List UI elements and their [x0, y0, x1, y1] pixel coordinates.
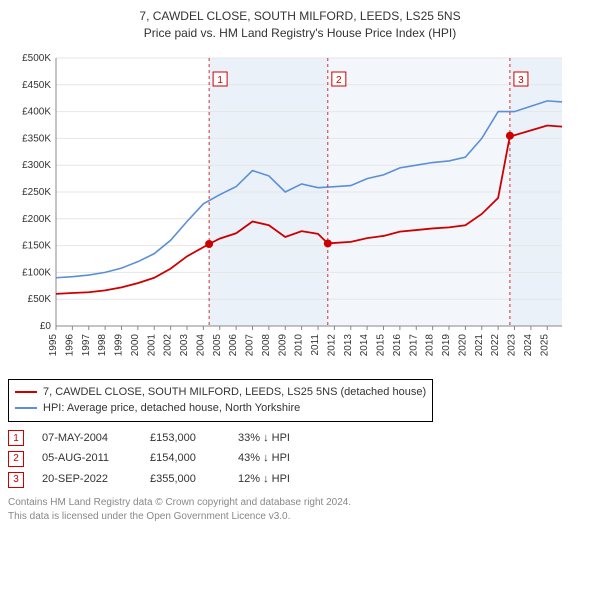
legend-box: 7, CAWDEL CLOSE, SOUTH MILFORD, LEEDS, L…	[8, 379, 433, 422]
svg-text:2005: 2005	[212, 333, 223, 356]
svg-text:£300K: £300K	[22, 160, 51, 171]
marker-delta: 33% ↓ HPI	[238, 428, 290, 449]
svg-text:2020: 2020	[457, 333, 468, 356]
marker-delta: 12% ↓ HPI	[238, 469, 290, 490]
marker-number-icon: 2	[8, 451, 24, 467]
marker-price: £154,000	[150, 448, 220, 469]
svg-text:2008: 2008	[261, 333, 272, 356]
svg-text:£450K: £450K	[22, 79, 51, 90]
svg-text:£100K: £100K	[22, 267, 51, 278]
svg-text:2022: 2022	[490, 333, 501, 356]
svg-text:2010: 2010	[294, 333, 305, 356]
svg-text:2006: 2006	[228, 333, 239, 356]
svg-text:1997: 1997	[81, 333, 92, 356]
svg-text:£500K: £500K	[22, 53, 51, 64]
svg-text:2024: 2024	[523, 333, 534, 356]
svg-text:2021: 2021	[474, 333, 485, 356]
svg-text:2018: 2018	[425, 333, 436, 356]
svg-text:2007: 2007	[245, 333, 256, 356]
marker-date: 20-SEP-2022	[42, 469, 132, 490]
marker-delta: 43% ↓ HPI	[238, 448, 290, 469]
svg-text:£250K: £250K	[22, 187, 51, 198]
svg-text:1: 1	[217, 75, 223, 86]
svg-text:1998: 1998	[97, 333, 108, 356]
svg-text:2025: 2025	[539, 333, 550, 356]
marker-row: 1 07-MAY-2004 £153,000 33% ↓ HPI	[8, 428, 592, 449]
marker-row: 3 20-SEP-2022 £355,000 12% ↓ HPI	[8, 469, 592, 490]
footer-line1: Contains HM Land Registry data © Crown c…	[8, 496, 592, 510]
svg-text:2012: 2012	[326, 333, 337, 356]
title-address: 7, CAWDEL CLOSE, SOUTH MILFORD, LEEDS, L…	[8, 8, 592, 25]
svg-text:2011: 2011	[310, 333, 321, 355]
marker-price: £355,000	[150, 469, 220, 490]
svg-text:2000: 2000	[130, 333, 141, 356]
legend-label-hpi: HPI: Average price, detached house, Nort…	[43, 400, 300, 417]
markers-table: 1 07-MAY-2004 £153,000 33% ↓ HPI 2 05-AU…	[8, 428, 592, 491]
legend-swatch-hpi	[15, 407, 37, 409]
svg-text:£350K: £350K	[22, 133, 51, 144]
svg-text:2014: 2014	[359, 333, 370, 356]
svg-text:2013: 2013	[343, 333, 354, 356]
chart-svg: £0 £50K £100K £150K £200K £250K £300K £350K £400…	[8, 48, 568, 368]
svg-text:£0: £0	[40, 321, 52, 332]
svg-text:2003: 2003	[179, 333, 190, 356]
svg-text:2009: 2009	[277, 333, 288, 356]
legend-label-price: 7, CAWDEL CLOSE, SOUTH MILFORD, LEEDS, L…	[43, 384, 426, 401]
svg-text:2017: 2017	[408, 333, 419, 356]
legend-row-price: 7, CAWDEL CLOSE, SOUTH MILFORD, LEEDS, L…	[15, 384, 426, 401]
svg-text:2019: 2019	[441, 333, 452, 356]
svg-text:£50K: £50K	[28, 294, 52, 305]
legend-row-hpi: HPI: Average price, detached house, Nort…	[15, 400, 426, 417]
footer-line2: This data is licensed under the Open Gov…	[8, 510, 592, 524]
title-subtitle: Price paid vs. HM Land Registry's House …	[8, 25, 592, 42]
svg-text:2002: 2002	[163, 333, 174, 356]
svg-text:3: 3	[518, 75, 524, 86]
chart-area: £0 £50K £100K £150K £200K £250K £300K £350K £400…	[8, 48, 592, 371]
marker-date: 07-MAY-2004	[42, 428, 132, 449]
marker-number-icon: 1	[8, 430, 24, 446]
svg-text:2023: 2023	[507, 333, 518, 356]
svg-text:1996: 1996	[64, 333, 75, 356]
marker-price: £153,000	[150, 428, 220, 449]
legend-swatch-price	[15, 391, 37, 393]
svg-text:2016: 2016	[392, 333, 403, 356]
svg-text:2015: 2015	[376, 333, 387, 356]
svg-text:2001: 2001	[146, 333, 157, 356]
marker-date: 05-AUG-2011	[42, 448, 132, 469]
svg-text:1999: 1999	[114, 333, 125, 356]
title-block: 7, CAWDEL CLOSE, SOUTH MILFORD, LEEDS, L…	[8, 8, 592, 42]
svg-text:£150K: £150K	[22, 240, 51, 251]
footer: Contains HM Land Registry data © Crown c…	[8, 496, 592, 524]
marker-row: 2 05-AUG-2011 £154,000 43% ↓ HPI	[8, 448, 592, 469]
marker-number-icon: 3	[8, 472, 24, 488]
svg-text:2004: 2004	[195, 333, 206, 356]
svg-text:£200K: £200K	[22, 213, 51, 224]
svg-text:£400K: £400K	[22, 106, 51, 117]
svg-text:2: 2	[336, 75, 342, 86]
svg-text:1995: 1995	[48, 333, 59, 356]
